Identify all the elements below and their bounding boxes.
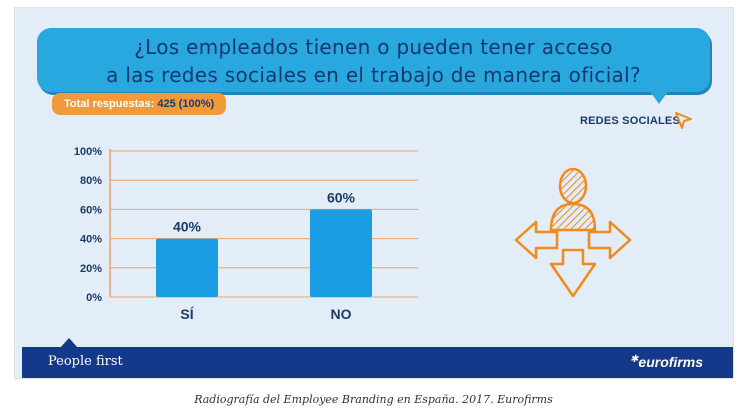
cursor-arrow-icon (675, 112, 692, 129)
footer-tagline: People first (48, 354, 123, 369)
category-label: REDES SOCIALES (580, 115, 680, 127)
y-tick-label: 60% (80, 204, 102, 216)
image-caption: Radiografía del Employee Branding en Esp… (194, 393, 553, 406)
footer-bar (22, 347, 733, 378)
question-line-1: ¿Los empleados tienen o pueden tener acc… (134, 35, 613, 59)
y-tick-label: 20% (80, 263, 102, 275)
data-label: 40% (173, 219, 202, 235)
bar-1 (310, 209, 372, 297)
bar-0 (156, 238, 218, 297)
footer-notch (60, 338, 78, 348)
x-tick-label: SÍ (180, 306, 194, 322)
y-tick-label: 80% (80, 175, 102, 187)
total-responses-label: Total respuestas: (64, 98, 155, 110)
brand-logo: ✱eurofirms (600, 354, 703, 370)
total-responses-value: 425 (100%) (157, 98, 215, 110)
star-icon: ✱ (630, 354, 639, 365)
total-responses-badge: Total respuestas: 425 (100%) (52, 93, 227, 115)
question-heading: ¿Los empleados tienen o pueden tener acc… (37, 33, 710, 89)
x-tick-label: NO (331, 306, 352, 322)
person-crossroads-icon (514, 167, 632, 298)
y-tick-label: 40% (80, 234, 102, 246)
y-tick-label: 0% (86, 292, 102, 304)
brand-name: eurofirms (638, 354, 703, 370)
speech-bubble-tail (649, 90, 669, 104)
speech-bubble (37, 28, 710, 92)
data-label: 60% (327, 189, 356, 205)
question-line-2: a las redes sociales en el trabajo de ma… (106, 63, 641, 87)
y-tick-label: 100% (74, 146, 102, 158)
